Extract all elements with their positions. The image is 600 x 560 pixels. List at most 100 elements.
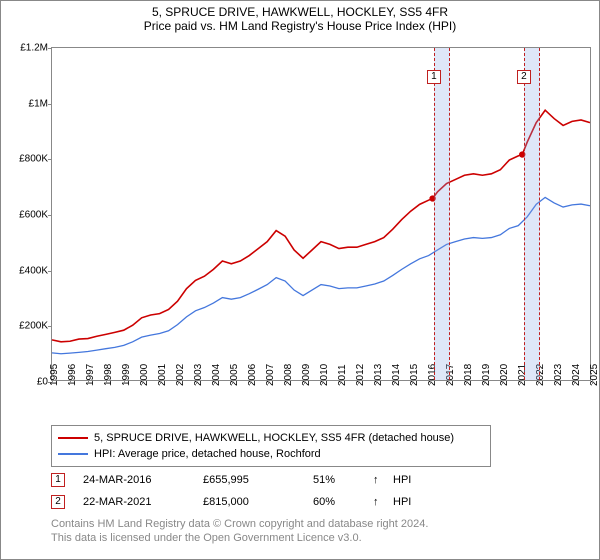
up-arrow-icon: ↑ [373, 474, 393, 486]
x-tick-label: 2025 [589, 364, 600, 386]
legend-item: 5, SPRUCE DRIVE, HAWKWELL, HOCKLEY, SS5 … [58, 430, 484, 446]
x-tick-mark [502, 380, 503, 384]
x-tick-mark [340, 380, 341, 384]
x-tick-label: 2019 [481, 364, 492, 386]
x-tick-mark [106, 380, 107, 384]
legend-item: HPI: Average price, detached house, Roch… [58, 446, 484, 462]
x-tick-mark [484, 380, 485, 384]
x-tick-mark [70, 380, 71, 384]
x-tick-label: 1995 [49, 364, 60, 386]
sale-date: 24-MAR-2016 [83, 474, 203, 486]
x-tick-mark [538, 380, 539, 384]
x-tick-mark [430, 380, 431, 384]
x-tick-mark [304, 380, 305, 384]
attribution: Contains HM Land Registry data © Crown c… [51, 517, 428, 546]
x-tick-label: 2015 [409, 364, 420, 386]
sale-hpi-label: HPI [393, 474, 433, 486]
page: 5, SPRUCE DRIVE, HAWKWELL, HOCKLEY, SS5 … [0, 0, 600, 560]
y-tick-mark [48, 326, 52, 327]
sale-marker: 1 [51, 473, 65, 487]
x-tick-label: 1999 [121, 364, 132, 386]
x-tick-label: 1996 [67, 364, 78, 386]
attribution-line: Contains HM Land Registry data © Crown c… [51, 517, 428, 531]
x-tick-mark [268, 380, 269, 384]
x-tick-mark [466, 380, 467, 384]
x-tick-mark [394, 380, 395, 384]
x-tick-label: 2006 [247, 364, 258, 386]
y-tick-label: £800K [6, 154, 48, 165]
x-tick-mark [322, 380, 323, 384]
title-block: 5, SPRUCE DRIVE, HAWKWELL, HOCKLEY, SS5 … [1, 1, 599, 33]
x-tick-mark [448, 380, 449, 384]
chart-marker: 1 [427, 70, 441, 84]
x-tick-label: 2003 [193, 364, 204, 386]
legend-label: HPI: Average price, detached house, Roch… [94, 448, 321, 460]
x-tick-mark [142, 380, 143, 384]
x-tick-mark [232, 380, 233, 384]
page-subtitle: Price paid vs. HM Land Registry's House … [1, 19, 599, 33]
y-tick-mark [48, 104, 52, 105]
x-tick-mark [88, 380, 89, 384]
x-tick-mark [556, 380, 557, 384]
y-tick-label: £400K [6, 265, 48, 276]
x-tick-label: 2023 [553, 364, 564, 386]
x-tick-mark [250, 380, 251, 384]
sale-pct: 51% [313, 474, 373, 486]
x-tick-mark [376, 380, 377, 384]
x-tick-label: 2002 [175, 364, 186, 386]
sale-marker: 2 [51, 495, 65, 509]
x-tick-mark [52, 380, 53, 384]
x-tick-mark [574, 380, 575, 384]
x-tick-mark [178, 380, 179, 384]
legend-swatch [58, 437, 88, 439]
sale-rows: 1 24-MAR-2016£655,99551%↑HPI 2 22-MAR-2021£… [51, 469, 433, 513]
x-tick-mark [214, 380, 215, 384]
x-tick-label: 2001 [157, 364, 168, 386]
sale-date: 22-MAR-2021 [83, 496, 203, 508]
x-tick-mark [520, 380, 521, 384]
x-tick-label: 2024 [571, 364, 582, 386]
x-tick-label: 2005 [229, 364, 240, 386]
sale-pct: 60% [313, 496, 373, 508]
legend-label: 5, SPRUCE DRIVE, HAWKWELL, HOCKLEY, SS5 … [94, 432, 454, 444]
x-tick-label: 2014 [391, 364, 402, 386]
x-tick-label: 1998 [103, 364, 114, 386]
x-tick-label: 2012 [355, 364, 366, 386]
y-tick-label: £0 [6, 377, 48, 388]
x-tick-label: 1997 [85, 364, 96, 386]
x-tick-label: 2011 [337, 364, 348, 386]
series-line-property [52, 110, 590, 342]
page-title: 5, SPRUCE DRIVE, HAWKWELL, HOCKLEY, SS5 … [1, 5, 599, 19]
y-tick-label: £200K [6, 321, 48, 332]
legend: 5, SPRUCE DRIVE, HAWKWELL, HOCKLEY, SS5 … [51, 425, 491, 467]
highlight-band [434, 48, 450, 380]
sale-row: 1 24-MAR-2016£655,99551%↑HPI [51, 469, 433, 491]
plot-area: £0£200K£400K£600K£800K£1M£1.2M1995199619… [51, 47, 591, 381]
chart: £0£200K£400K£600K£800K£1M£1.2M1995199619… [51, 47, 591, 381]
attribution-line: This data is licensed under the Open Gov… [51, 531, 428, 545]
y-tick-mark [48, 159, 52, 160]
y-tick-mark [48, 271, 52, 272]
up-arrow-icon: ↑ [373, 496, 393, 508]
x-tick-mark [124, 380, 125, 384]
legend-swatch [58, 453, 88, 455]
sale-row: 2 22-MAR-2021£815,00060%↑HPI [51, 491, 433, 513]
x-tick-label: 2000 [139, 364, 150, 386]
y-tick-label: £1.2M [6, 43, 48, 54]
series-line-hpi [52, 197, 590, 353]
y-tick-label: £1M [6, 98, 48, 109]
highlight-band [524, 48, 540, 380]
sale-hpi-label: HPI [393, 496, 433, 508]
sale-price: £655,995 [203, 474, 313, 486]
chart-marker: 2 [517, 70, 531, 84]
x-tick-label: 2010 [319, 364, 330, 386]
y-tick-label: £600K [6, 210, 48, 221]
series-svg [52, 48, 590, 380]
x-tick-label: 2018 [463, 364, 474, 386]
x-tick-mark [358, 380, 359, 384]
x-tick-mark [160, 380, 161, 384]
x-tick-label: 2009 [301, 364, 312, 386]
x-tick-label: 2004 [211, 364, 222, 386]
sale-price: £815,000 [203, 496, 313, 508]
x-tick-mark [286, 380, 287, 384]
